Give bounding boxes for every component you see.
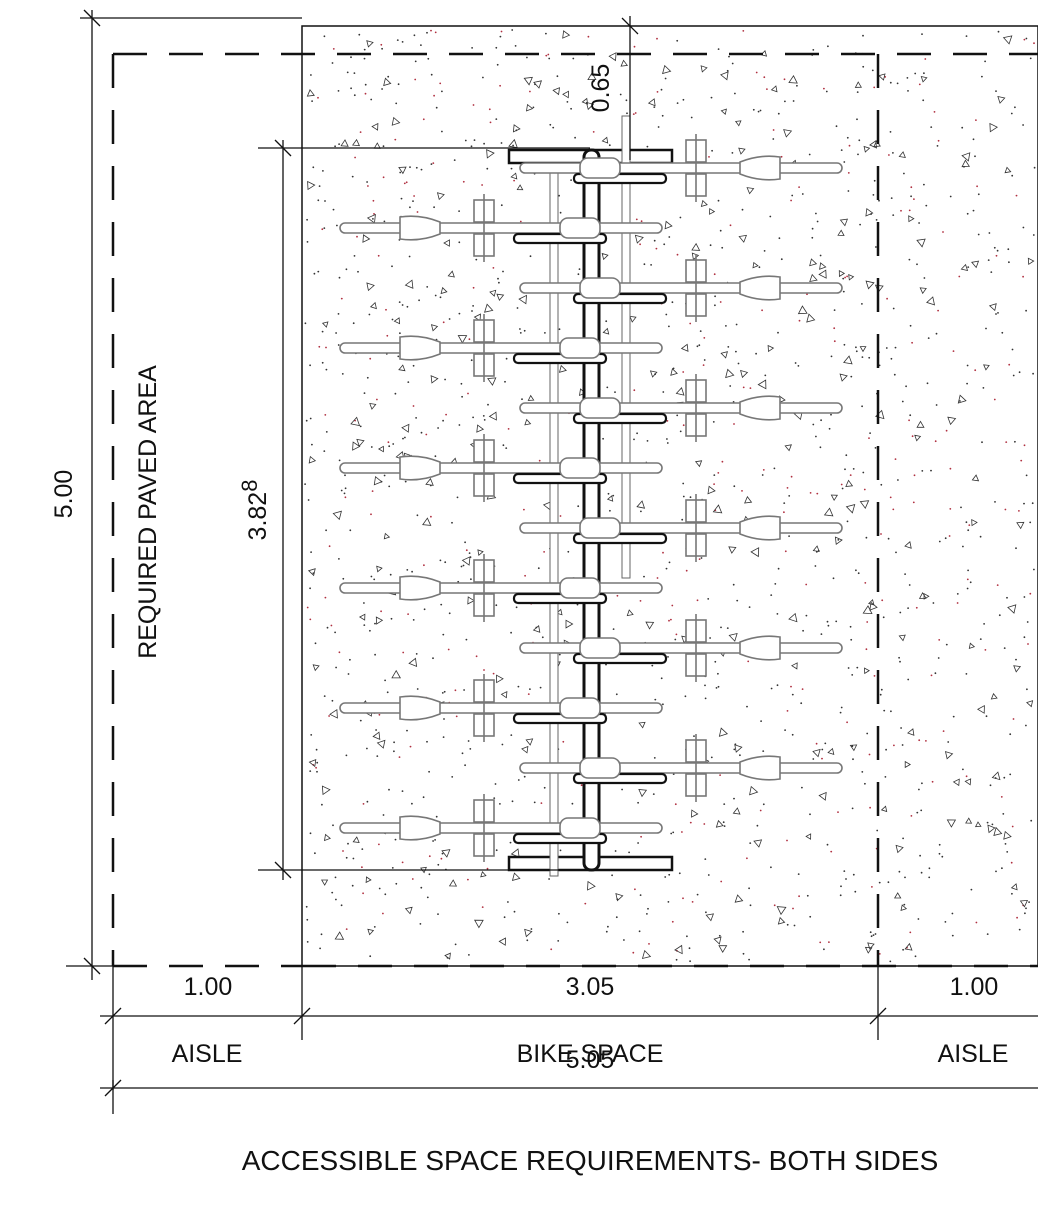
bike-right-3 xyxy=(519,374,843,442)
paved-area-dashed-outline xyxy=(111,52,1038,968)
drawing-title: ACCESSIBLE SPACE REQUIREMENTS- BOTH SIDE… xyxy=(242,1145,939,1176)
bike-right-1 xyxy=(519,134,843,202)
overall-width-dimension: 5.05 xyxy=(566,1046,615,1074)
bike-right-4 xyxy=(519,494,843,562)
rack-length-superscript: 8 xyxy=(237,480,262,492)
paved-area-label: REQUIRED PAVED AREA xyxy=(134,365,162,659)
right-aisle-width: 1.00 xyxy=(950,973,999,1001)
rack-length-main: 3.82 xyxy=(244,492,272,541)
overall-depth-dimension: 5.00 xyxy=(50,470,78,519)
top-offset-dimension: 0.65 xyxy=(587,64,615,113)
bikes-left-side xyxy=(339,194,663,862)
bike-left-6 xyxy=(339,794,663,862)
left-aisle-width: 1.00 xyxy=(184,973,233,1001)
rack-length-dimension: 3.828 xyxy=(237,480,272,541)
bike-space-label: BIKE SPACE xyxy=(517,1040,664,1068)
bike-left-3 xyxy=(339,434,663,502)
bike-left-5 xyxy=(339,674,663,742)
bike-right-6 xyxy=(519,734,843,802)
bike-left-2 xyxy=(339,314,663,382)
right-aisle-label: AISLE xyxy=(938,1040,1009,1068)
left-aisle-label: AISLE xyxy=(172,1040,243,1068)
bike-space-width: 3.05 xyxy=(566,973,615,1001)
bike-left-1 xyxy=(339,194,663,262)
bikes-right-side xyxy=(519,134,843,802)
bike-right-2 xyxy=(519,254,843,322)
bike-space-pad xyxy=(301,25,1038,967)
bike-left-4 xyxy=(339,554,663,622)
bike-right-5 xyxy=(519,614,843,682)
dimension-lines xyxy=(66,9,1038,1114)
